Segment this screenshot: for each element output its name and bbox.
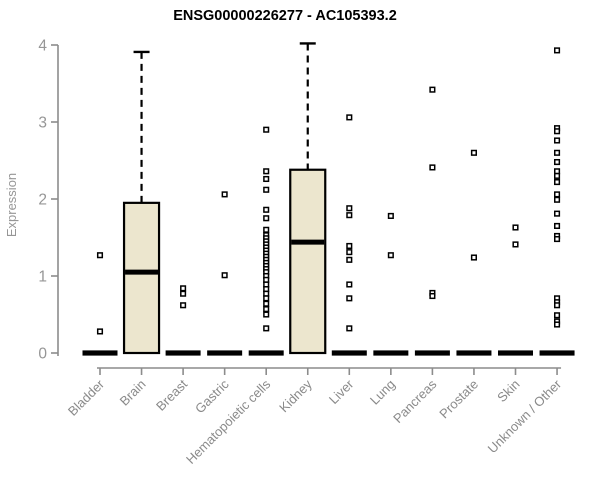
zero-bar-breast [165,350,201,356]
outlier-point-unknown-other [554,312,561,319]
outlier-point-skin [512,224,519,231]
x-tick-label: Pancreas [390,376,440,426]
outlier-point-prostate [470,254,477,261]
outlier-point-bladder [96,252,104,259]
y-tick-label: 3 [38,115,47,132]
outlier-point-unknown-other [554,149,561,156]
outlier-point-breast [180,302,187,309]
box-brain [122,201,161,355]
outlier-point-unknown-other [554,128,561,135]
y-tick-label: 0 [38,346,47,363]
outlier-point-unknown-other [554,210,561,217]
outlier-point-hematopoietic-cells [263,215,270,222]
outlier-point-hematopoietic-cells [263,325,270,332]
outlier-point-hematopoietic-cells [263,186,270,193]
outlier-point-hematopoietic-cells [263,295,270,302]
outlier-point-liver [346,114,353,121]
outlier-point-unknown-other [554,179,561,186]
zero-bar-prostate [456,350,492,356]
outlier-point-hematopoietic-cells [263,168,270,175]
outlier-point-unknown-other [554,321,561,328]
outlier-point-liver [346,205,353,212]
zero-bar-liver [331,350,367,356]
outlier-point-pancreas [429,86,436,93]
outlier-point-hematopoietic-cells [263,126,270,133]
y-tick-label: 4 [38,38,47,55]
outlier-point-hematopoietic-cells [263,206,270,213]
outlier-point-liver [346,249,353,256]
outlier-point-liver [346,281,353,288]
outlier-point-gastric [221,191,228,198]
x-tick-label: Brain [117,377,149,409]
outlier-point-unknown-other [554,47,561,54]
outlier-point-unknown-other [554,302,561,309]
x-tick-label: Skin [494,377,522,405]
outlier-point-unknown-other [554,222,561,229]
box-kidney [289,168,327,355]
zero-bar-gastric [207,350,243,356]
outlier-point-liver [346,242,353,250]
outlier-point-liver [346,295,353,302]
outlier-point-pancreas [429,292,436,300]
x-tick-label: Unknown / Other [485,376,565,456]
x-tick-label: Liver [326,376,357,407]
outlier-point-lung [387,212,394,219]
zero-bar-bladder [82,350,118,356]
outlier-point-prostate [470,149,477,156]
x-tick-label: Bladder [65,376,108,419]
x-tick-label: Kidney [276,376,315,415]
outlier-point-hematopoietic-cells [263,306,270,313]
y-axis-title: Expression [4,172,19,238]
x-tick-label: Breast [153,376,190,413]
x-tick-label: Gastric [192,376,232,416]
outlier-point-unknown-other [554,235,561,243]
outlier-point-hematopoietic-cells [263,300,270,307]
zero-bar-skin [498,350,533,356]
outlier-point-hematopoietic-cells [263,175,270,183]
outlier-point-bladder [96,328,104,335]
outlier-point-unknown-other [554,196,561,203]
outlier-point-liver [346,256,353,263]
outlier-point-unknown-other [554,191,561,198]
y-tick-label: 2 [38,192,47,209]
outlier-point-pancreas [429,164,436,171]
zero-bar-lung [373,350,409,356]
zero-bar-unknown-other [539,350,575,356]
x-tick-label: Lung [367,377,398,408]
outlier-point-breast [180,290,187,297]
outlier-point-unknown-other [554,172,561,179]
y-tick-label: 1 [38,269,47,286]
zero-bar-pancreas [414,350,450,356]
x-tick-label: Prostate [436,377,481,422]
outlier-point-breast [180,285,187,292]
outlier-point-unknown-other [554,158,561,166]
outlier-point-unknown-other [554,137,561,144]
outlier-point-gastric [221,272,228,279]
outlier-point-hematopoietic-cells [263,226,270,233]
outlier-point-lung [387,252,394,259]
chart-title: ENSG00000226277 - AC105393.2 [173,8,397,24]
outlier-point-liver [346,212,353,219]
zero-bar-hematopoietic-cells [248,350,284,356]
outlier-point-liver [346,325,353,332]
outlier-point-skin [512,241,519,248]
outlier-point-hematopoietic-cells [263,311,270,318]
